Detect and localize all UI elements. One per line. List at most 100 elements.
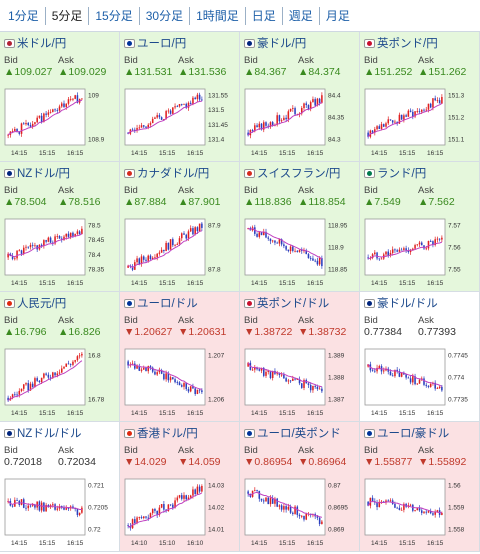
pair-title-link[interactable]: ユーロ/ドル [124,296,198,310]
candle-body [192,228,194,235]
tab-timeframe[interactable]: 30分足 [140,6,191,25]
flag-icon [124,298,135,308]
candle-body [147,366,150,372]
candle-body [60,103,63,107]
candle-body [389,252,392,256]
ask-value: ▼1.20631 [178,326,227,338]
x-tick-label: 16:15 [427,410,444,417]
candle-body [174,500,176,508]
pair-title-link[interactable]: ユーロ/英ポンド [244,426,341,440]
chart-svg: 0.721 0.7205 0.72 14:15 15:15 16:15 [4,478,108,547]
candle-body [127,361,129,366]
candle-body [423,245,425,249]
bid-label: Bid [124,315,138,326]
candle-body [25,507,27,509]
pair-title-link[interactable]: 英ポンド/ドル [244,296,329,310]
tab-timeframe[interactable]: 5分足 [46,6,90,25]
candle-body [16,250,18,259]
candle-body [65,508,68,510]
pair-title-link[interactable]: ランド/円 [364,166,426,180]
tab-timeframe[interactable]: 1分足 [2,6,46,25]
tab-timeframe[interactable]: 15分足 [89,6,140,25]
x-tick-label: 15:15 [279,280,296,287]
candle-body [31,504,34,506]
candle-body [65,233,68,237]
mini-candlestick-chart[interactable]: 131.55 131.5 131.45 131.4 14:15 15:15 16:15 [123,85,237,159]
mini-candlestick-chart[interactable]: 78.5 78.45 78.4 78.35 14:15 15:15 16:15 [3,215,117,289]
candle-body [258,123,261,128]
mini-candlestick-chart[interactable]: 87.9 87.8 14:15 15:15 16:15 [123,215,237,289]
mini-candlestick-chart[interactable]: 84.4 84.35 84.3 14:15 15:15 16:15 [243,85,357,159]
mini-candlestick-chart[interactable]: 1.207 1.206 14:15 15:15 16:15 [123,345,237,419]
pair-title-link[interactable]: カナダドル/円 [124,166,209,180]
candle-body [201,223,203,228]
candle-body [69,98,72,100]
mini-candlestick-chart[interactable]: 118.95 118.9 118.85 14:15 15:15 16:15 [243,215,357,289]
tab-timeframe[interactable]: 月足 [325,8,350,23]
x-tick-label: 15:15 [39,150,56,157]
pair-title-link[interactable]: 英ポンド/円 [364,36,438,50]
currency-pair-panel: 英ポンド/円 Bid Ask ▲151.252 ▲151.262 151.3 151.2 15… [360,32,480,162]
candle-body [412,376,414,383]
candle-body [176,497,179,501]
candle-body [278,239,281,244]
y-tick-label: 1.387 [328,397,345,404]
candle-body [278,505,281,507]
ask-label: Ask [418,185,434,196]
y-tick-label: 131.5 [208,107,225,114]
candle-body [189,228,192,232]
tab-timeframe[interactable]: 1時間足 [190,6,246,25]
pair-title-link[interactable]: ユーロ/豪ドル [364,426,449,440]
candle-body [262,500,265,502]
y-tick-label: 87.9 [208,223,221,230]
mini-candlestick-chart[interactable]: 1.389 1.388 1.387 14:15 15:15 16:15 [243,345,357,419]
pair-title-link[interactable]: 豪ドル/ドル [364,296,438,310]
flag-icon [4,168,15,178]
pair-title-link[interactable]: 米ドル/円 [4,36,66,50]
x-tick-label: 16:15 [67,540,84,547]
pair-title-link[interactable]: NZドル/円 [4,166,70,180]
candle-body [136,366,138,369]
mini-candlestick-chart[interactable]: 0.87 0.8695 0.869 14:15 15:15 16:15 [243,475,357,549]
bid-value: ▼1.55877 [364,456,413,468]
tab-timeframe[interactable]: 日足 [246,6,283,25]
candle-body [247,362,249,367]
candle-body [76,356,79,361]
candle-body [274,498,276,504]
candle-body [136,258,138,263]
x-tick-label: 14:15 [251,410,268,417]
candle-body [371,254,374,258]
candle-body [163,249,165,252]
mini-candlestick-chart[interactable]: 109 108.9 14:15 15:15 16:15 [3,85,117,159]
pair-title-link[interactable]: 豪ドル/円 [244,36,306,50]
pair-title-link[interactable]: 香港ドル/円 [124,426,198,440]
mini-candlestick-chart[interactable]: 1.56 1.559 1.558 14:15 15:15 16:15 [363,475,477,549]
candle-body [187,389,190,392]
candle-body [178,495,181,498]
candle-body [20,250,23,254]
candle-body [76,95,79,103]
candle-body [134,363,136,369]
chart-svg: 131.55 131.5 131.45 131.4 14:15 15:15 16:15 [124,88,228,157]
tab-timeframe[interactable]: 週足 [283,6,320,25]
pair-title-link[interactable]: NZドル/ドル [4,426,82,440]
candle-body [298,514,301,517]
candle-body [414,245,416,249]
ask-value: ▲7.562 [418,196,455,208]
pair-title-link[interactable]: スイスフラン/円 [244,166,340,180]
mini-candlestick-chart[interactable]: 151.3 151.2 151.1 14:15 15:15 16:15 [363,85,477,159]
mini-candlestick-chart[interactable]: 14.03 14.02 14.01 14:10 15:10 16:10 [123,475,237,549]
candle-body [303,379,305,388]
mini-candlestick-chart[interactable]: 0.721 0.7205 0.72 14:15 15:15 16:15 [3,475,117,549]
candle-body [58,106,61,111]
mini-candlestick-chart[interactable]: 0.7745 0.774 0.7735 14:15 15:15 16:15 [363,345,477,419]
pair-title-link[interactable]: ユーロ/円 [124,36,186,50]
candle-body [169,377,172,381]
mini-candlestick-chart[interactable]: 7.57 7.56 7.55 14:15 15:15 16:15 [363,215,477,289]
candle-body [376,252,378,259]
flag-icon [4,428,15,438]
ask-label: Ask [298,55,314,66]
pair-title-link[interactable]: 人民元/円 [4,296,66,310]
x-tick-label: 15:15 [279,150,296,157]
mini-candlestick-chart[interactable]: 16.8 16.78 14:15 15:15 16:15 [3,345,117,419]
